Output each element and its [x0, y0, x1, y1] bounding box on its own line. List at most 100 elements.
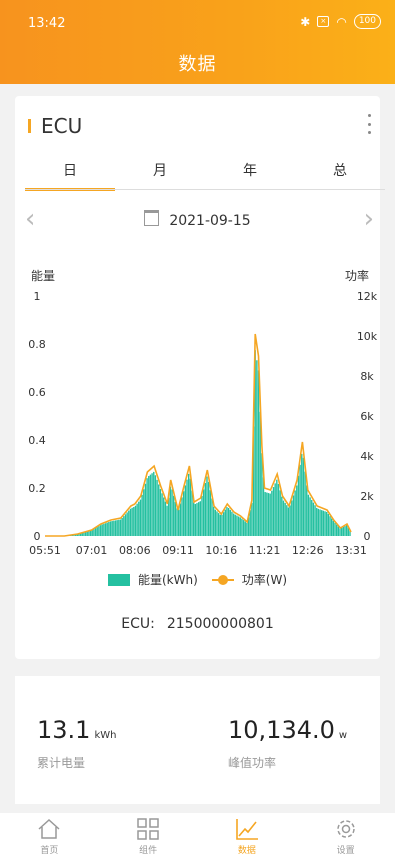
energy-bar [221, 514, 223, 536]
energy-summary: 13.1 kWh 累计电量 [37, 716, 116, 771]
energy-bar [291, 500, 293, 536]
tab-month[interactable]: 月 [153, 163, 167, 179]
ecu-id-label: ECU: [121, 616, 155, 632]
energy-bar [267, 493, 270, 536]
chart-icon [236, 819, 258, 840]
date-selector: ‹ 2021-09-15 › [15, 204, 380, 234]
energy-bar [197, 502, 200, 536]
energy-bar [231, 511, 233, 536]
tab-total[interactable]: 总 [333, 163, 347, 179]
energy-bar [129, 508, 132, 536]
prev-date-button[interactable]: ‹ [25, 204, 36, 234]
power-legend-swatch [211, 574, 234, 586]
energy-bar [201, 495, 203, 536]
energy-bar [86, 531, 88, 536]
energy-bar [287, 507, 290, 536]
energy-bar [337, 526, 340, 536]
energy-bar [219, 514, 221, 536]
energy-legend-label: 能量(kWh) [137, 573, 198, 587]
energy-bar [106, 522, 108, 536]
left-tick-label: 0.2 [28, 482, 46, 495]
energy-bar [247, 517, 250, 536]
tab-year[interactable]: 年 [243, 163, 257, 179]
energy-bar [121, 517, 123, 536]
energy-bar [329, 516, 331, 536]
energy-bar [154, 475, 157, 536]
energy-bar [289, 505, 291, 536]
power-unit: w [338, 730, 348, 741]
energy-bar [316, 507, 318, 536]
energy-bar [312, 502, 315, 536]
energy-unit: kWh [94, 730, 117, 741]
energy-bar [192, 502, 195, 536]
energy-bar [89, 530, 92, 536]
energy-bar [241, 518, 243, 536]
nav-components[interactable]: 组件 [99, 813, 198, 862]
nav-home[interactable]: 首页 [0, 813, 99, 862]
energy-bar [184, 485, 187, 536]
nav-data[interactable]: 数据 [198, 813, 297, 862]
energy-bar [319, 509, 321, 536]
right-tick-label: 10k [357, 330, 378, 343]
energy-bar [279, 490, 281, 536]
energy-bar [123, 516, 125, 536]
energy-bar [239, 517, 241, 536]
energy-bar [340, 527, 343, 536]
energy-bar [297, 475, 300, 536]
energy-bar [304, 471, 306, 536]
more-icon[interactable] [366, 114, 372, 134]
energy-bar [93, 529, 95, 536]
energy-bar [83, 532, 85, 536]
energy-bar [211, 498, 213, 536]
energy-bar [307, 494, 310, 536]
energy-bar [227, 508, 230, 536]
energy-bar [174, 502, 177, 536]
energy-bar [232, 513, 235, 536]
date-display[interactable]: 2021-09-15 [15, 210, 380, 229]
right-tick-label: 2k [360, 490, 374, 503]
energy-bar [151, 473, 153, 536]
energy-bar [332, 520, 335, 536]
energy-bar [149, 474, 152, 536]
energy-bar [216, 511, 218, 536]
right-axis-label: 功率 [345, 268, 369, 283]
left-tick-label: 0.6 [28, 386, 46, 399]
power-summary: 10,134.0 w 峰值功率 [228, 716, 347, 771]
power-legend-label: 功率(W) [241, 573, 288, 587]
energy-bar [139, 499, 142, 536]
energy-bar [179, 503, 182, 536]
next-date-button[interactable]: › [363, 204, 374, 234]
energy-bar [202, 489, 205, 536]
date-text: 2021-09-15 [169, 213, 251, 229]
energy-bar [274, 483, 276, 536]
energy-bar [153, 471, 155, 536]
energy-bar [254, 350, 256, 536]
tab-day[interactable]: 日 [63, 163, 77, 179]
energy-bar [144, 483, 147, 536]
energy-bar [222, 512, 225, 536]
energy-bar [113, 520, 115, 536]
bottom-nav: 首页 组件 数据 设置 [0, 813, 395, 862]
energy-bar [339, 528, 341, 536]
nav-settings[interactable]: 设置 [296, 813, 395, 862]
energy-bar [133, 507, 135, 536]
energy-bar [324, 511, 326, 536]
energy-bar [302, 457, 305, 536]
status-icons: ✱ × ◠ 100 [300, 14, 381, 29]
right-tick-label: 12k [357, 290, 378, 303]
energy-bar [306, 485, 308, 536]
x-tick-label: 11:21 [249, 544, 281, 556]
energy-bar [126, 512, 128, 536]
wifi-icon: ◠ [336, 14, 347, 29]
energy-bar [98, 526, 100, 536]
right-tick-label: 0 [364, 530, 371, 543]
energy-bar [244, 521, 246, 536]
energy-bar [322, 510, 325, 536]
energy-bar [277, 484, 280, 536]
energy-bar [246, 522, 248, 536]
x-tick-label: 09:11 [162, 544, 194, 556]
energy-bar [168, 497, 170, 536]
energy-bar [78, 533, 80, 536]
energy-legend-swatch [107, 573, 130, 586]
home-icon [38, 818, 60, 839]
